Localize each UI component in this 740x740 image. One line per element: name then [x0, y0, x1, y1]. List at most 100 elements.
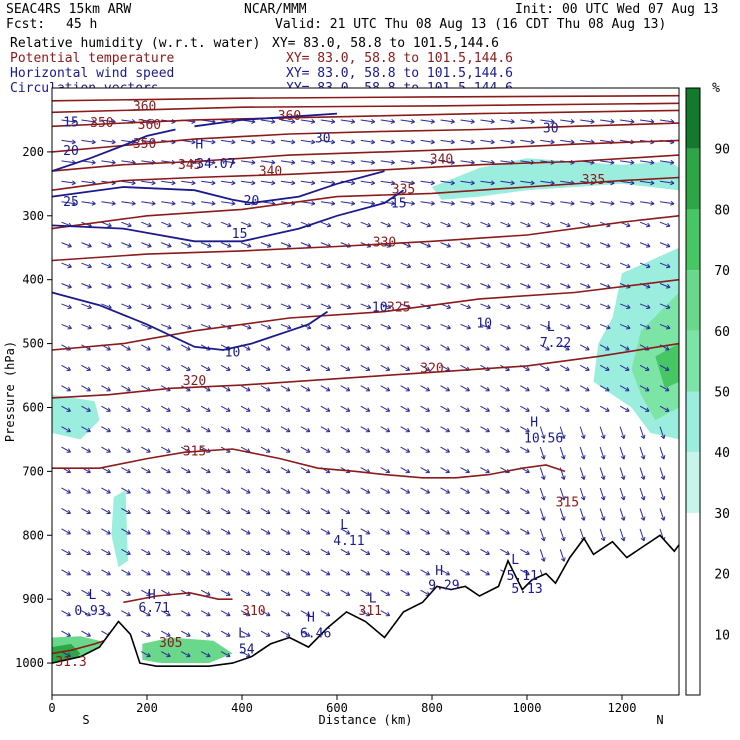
circulation-vector-head [305, 387, 311, 392]
circulation-vector [200, 426, 211, 433]
circulation-vector-head [450, 139, 455, 145]
circulation-vector-head [370, 159, 376, 165]
circulation-vector-head [246, 427, 251, 433]
theta-contour [51, 94, 680, 102]
circulation-vector [141, 242, 152, 248]
circulation-vector-head [485, 346, 490, 351]
circulation-vector [639, 262, 651, 268]
circulation-vector [380, 221, 391, 227]
circulation-vector-head [346, 263, 352, 269]
circulation-vector [81, 119, 96, 123]
circulation-vector-head [231, 159, 236, 165]
circulation-vector-head [186, 468, 191, 474]
circulation-vector-head [445, 366, 450, 371]
circulation-vector [440, 119, 455, 123]
circulation-vector [81, 569, 91, 576]
circulation-vector [200, 467, 211, 473]
circulation-vector-head [546, 263, 551, 269]
circulation-vector [659, 323, 671, 329]
circulation-vector-head [311, 139, 316, 145]
circulation-vector [300, 548, 311, 555]
circulation-vector-head [350, 180, 356, 186]
circulation-vector-head [325, 591, 331, 596]
circulation-vector-head [445, 530, 450, 535]
contour-label: 10 [372, 301, 388, 316]
circulation-vector [380, 262, 391, 268]
circulation-vector-head [620, 475, 626, 480]
circulation-vector-head [465, 407, 470, 412]
circulation-vector [380, 385, 390, 392]
circulation-vector-head [430, 119, 435, 124]
circulation-vector [420, 446, 430, 453]
circulation-vector [380, 446, 390, 453]
circulation-vector-head [506, 243, 511, 248]
circulation-vector [360, 507, 370, 514]
circulation-vector [181, 262, 192, 268]
circulation-vector-head [345, 509, 351, 515]
circulation-vector-head [390, 200, 396, 206]
circulation-vector-head [345, 591, 351, 596]
circulation-vector [500, 180, 515, 184]
circulation-vector-head [386, 263, 392, 269]
circulation-vector-head [560, 475, 566, 480]
circulation-vector-head [350, 200, 356, 206]
circulation-vector-head [325, 407, 331, 412]
circulation-vector [181, 221, 192, 227]
circulation-vector [380, 323, 391, 329]
circulation-vector-head [426, 324, 431, 330]
circulation-vector [141, 528, 151, 535]
circulation-vector-head [106, 346, 111, 351]
circulation-vector-head [67, 284, 72, 289]
circulation-vector [460, 242, 471, 248]
theta-contours-layer [51, 94, 680, 655]
circulation-vector [220, 405, 231, 412]
circulation-vector [480, 548, 490, 555]
circulation-vector [480, 201, 495, 205]
circulation-vector [180, 344, 191, 351]
circulation-vector [380, 160, 395, 164]
circulation-vector [320, 364, 331, 371]
circulation-vector-head [285, 387, 291, 392]
circulation-vector-head [530, 139, 535, 145]
circulation-vector [121, 242, 132, 248]
circulation-vector [200, 548, 211, 555]
circulation-vector [101, 221, 112, 227]
circulation-vector-head [187, 243, 192, 248]
circulation-vector [580, 262, 591, 268]
circulation-vector [440, 262, 451, 268]
circulation-vector-head [166, 427, 171, 433]
circulation-vector [619, 262, 631, 268]
circulation-vector [340, 344, 351, 351]
circulation-vector [141, 569, 151, 576]
circulation-vector-head [665, 243, 671, 248]
circulation-vector-head [405, 550, 411, 555]
circulation-vector [440, 446, 450, 453]
circulation-vector-head [325, 509, 331, 515]
circulation-vector [520, 180, 535, 184]
circulation-vector-head [386, 324, 392, 330]
circulation-vector [121, 467, 131, 473]
colorbar-tick-label: 80 [714, 203, 730, 218]
circulation-vector-head [600, 455, 606, 460]
circulation-vector-head [325, 366, 331, 371]
circulation-vector-head [191, 139, 196, 145]
y-tick-label: 300 [22, 209, 44, 223]
circulation-vector [480, 262, 491, 268]
circulation-vector-head [445, 387, 450, 392]
circulation-vector-head [510, 139, 515, 145]
circulation-vector-head [330, 139, 336, 145]
circulation-vector [300, 446, 311, 453]
circulation-vector [500, 119, 515, 123]
circulation-vector [260, 426, 271, 433]
circulation-vector-head [126, 489, 131, 494]
colorbar: 10 20 30 40 50 60 70 80 90% [685, 81, 730, 696]
circulation-vector [360, 364, 370, 371]
circulation-vector-head [590, 119, 595, 124]
circulation-vector [400, 344, 410, 351]
circulation-vector-head [206, 427, 211, 433]
circulation-vector [260, 446, 271, 453]
circulation-vector-head [86, 468, 91, 474]
circulation-vector [320, 139, 335, 143]
circulation-vector-head [311, 119, 316, 124]
circulation-vector-head [486, 284, 491, 289]
